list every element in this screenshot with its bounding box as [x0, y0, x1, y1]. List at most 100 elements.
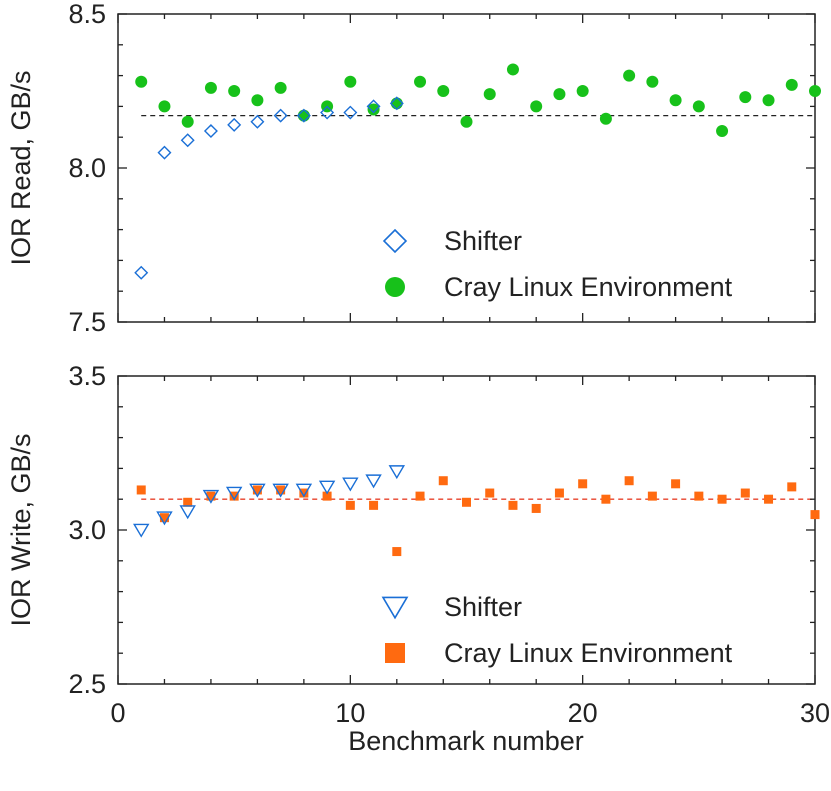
cle-point [206, 491, 216, 501]
cle-point [624, 476, 634, 486]
cle-point [810, 510, 820, 520]
read-legend-cle-label: Cray Linux Environment [444, 272, 733, 302]
cle-point [415, 491, 425, 501]
cle-point [578, 479, 588, 489]
y-tick-label: 8.5 [68, 0, 106, 29]
shifter-point [203, 124, 218, 139]
write-tick-labels: 2.5 3.0 3.5 0 10 20 30 [68, 361, 830, 728]
x-tick-label: 20 [568, 698, 598, 728]
shifter-point [295, 483, 313, 498]
cle-point [692, 100, 705, 113]
cle-point [369, 500, 379, 510]
cle-point [392, 547, 402, 557]
shifter-point [388, 465, 406, 480]
shifter-point [180, 133, 195, 148]
cle-point [553, 88, 566, 101]
write-legend-shifter-label: Shifter [444, 592, 522, 622]
write-legend-shifter-marker [381, 596, 409, 620]
shifter-point [156, 511, 173, 526]
shifter-point [318, 480, 336, 495]
cle-point [809, 85, 821, 97]
cle-point [297, 109, 310, 122]
cle-point [671, 479, 681, 489]
y-tick-label: 3.0 [68, 515, 106, 545]
cle-point [554, 488, 564, 498]
shifter-point [296, 108, 311, 123]
shifter-point [365, 474, 382, 489]
cle-point [181, 115, 194, 128]
read-ticks [117, 13, 816, 323]
cle-point [345, 500, 355, 510]
cle-point [251, 94, 264, 107]
shifter-point [202, 489, 220, 504]
y-tick-label: 2.5 [68, 669, 106, 699]
cle-point [159, 513, 169, 523]
cle-point [762, 94, 775, 107]
cle-point [390, 97, 403, 110]
shifter-point [273, 108, 288, 123]
cle-point [228, 85, 241, 97]
cle-point [694, 491, 704, 501]
shifter-point [133, 523, 150, 538]
cle-point [787, 482, 797, 492]
read-legend-shifter-label: Shifter [444, 226, 522, 256]
cle-point [414, 75, 427, 88]
cle-point [508, 500, 518, 510]
read-legend-shifter-marker [382, 228, 408, 254]
read-y-axis-label: IOR Read, GB/s [6, 70, 36, 265]
cle-point [299, 488, 309, 498]
cle-point [647, 491, 657, 501]
write-legend-cle-label: Cray Linux Environment [444, 638, 733, 668]
y-tick-label: 8.0 [68, 153, 106, 183]
cle-point [599, 112, 612, 125]
cle-point [460, 115, 473, 128]
cle-point [438, 476, 448, 486]
shifter-point [272, 483, 289, 498]
cle-point [135, 75, 148, 88]
write-legend: Shifter Cray Linux Environment [381, 592, 733, 668]
cle-point [576, 85, 589, 97]
shifter-point [134, 265, 149, 280]
shifter-point [157, 145, 172, 160]
cle-point [485, 488, 495, 498]
cle-point [344, 75, 357, 88]
x-tick-label: 30 [800, 698, 830, 728]
cle-point [531, 503, 541, 513]
write-ticks [117, 375, 816, 685]
shifter-point [249, 483, 266, 498]
cle-point [764, 494, 774, 504]
cle-point [276, 485, 286, 495]
shifter-point [342, 477, 359, 492]
cle-point [367, 103, 380, 116]
cle-point [322, 491, 332, 501]
cle-point [252, 485, 262, 495]
x-tick-label: 10 [335, 698, 365, 728]
cle-point [274, 81, 287, 94]
shifter-point [225, 486, 243, 501]
cle-point [136, 485, 146, 495]
x-tick-label: 0 [110, 698, 125, 728]
shifter-point [250, 114, 265, 129]
cle-point [623, 69, 636, 82]
write-marks [133, 465, 820, 557]
cle-point [437, 85, 450, 97]
y-tick-label: 7.5 [68, 307, 106, 337]
cle-point [716, 125, 729, 138]
write-y-axis-label: IOR Write, GB/s [6, 433, 36, 626]
y-tick-label: 3.5 [68, 361, 106, 391]
shifter-point [179, 505, 196, 520]
cle-point [646, 75, 659, 88]
shifter-point [389, 96, 404, 111]
cle-point [785, 78, 798, 91]
read-panel: 7.5 8.0 8.5 IOR Read, GB/s Shifter Cray Li… [6, 0, 821, 337]
read-marks [134, 63, 821, 280]
cle-point [158, 100, 171, 113]
cle-point [204, 81, 217, 94]
cle-point [669, 94, 682, 107]
shifter-point [343, 105, 358, 120]
cle-point [530, 100, 543, 113]
shifter-point [366, 99, 381, 114]
cle-point [739, 91, 752, 104]
cle-point [506, 63, 519, 76]
